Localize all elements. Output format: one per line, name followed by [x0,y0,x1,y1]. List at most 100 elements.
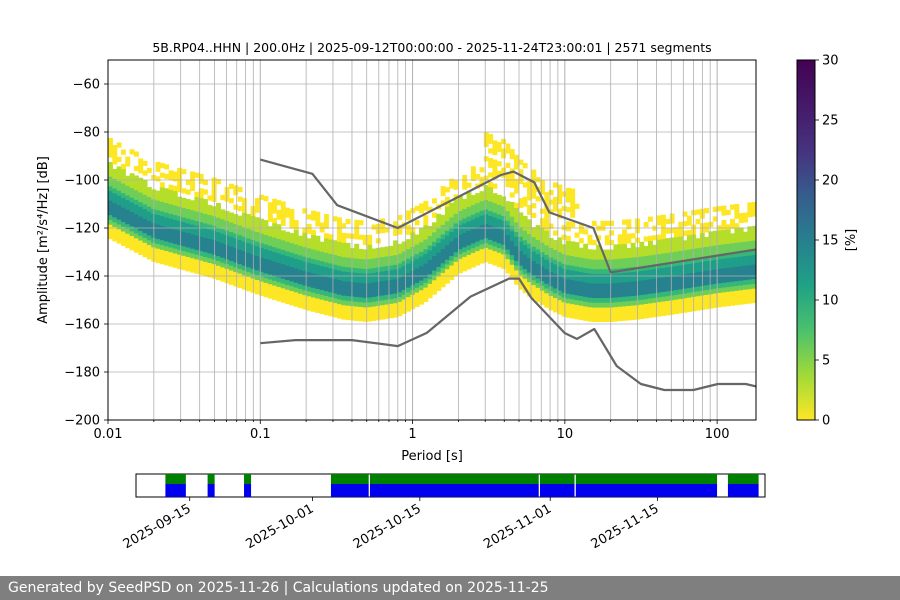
heatmap-cell [142,204,148,210]
heatmap-cell [457,220,463,226]
heatmap-cell [686,230,692,236]
heatmap-cell [367,258,373,264]
heatmap-cell [285,231,291,237]
heatmap-cell [561,287,567,293]
heatmap-cell [401,275,407,281]
heatmap-cell [328,282,334,288]
heatmap-cell [302,294,308,300]
heatmap-cell [496,228,502,234]
heatmap-cell [190,267,195,273]
heatmap-cell [276,248,282,254]
heatmap-cell [181,202,187,208]
heatmap-cell [730,262,735,268]
psd-availability-bar [539,474,575,484]
heatmap-cell [604,268,610,274]
heatmap-cell [552,196,558,203]
heatmap-cell [656,272,662,279]
heatmap-cell [470,171,476,177]
heatmap-cell [138,201,144,207]
heatmap-cell [423,272,429,279]
heatmap-cell [552,268,558,275]
y-tick-label: −140 [64,270,100,285]
heatmap-cell [660,233,666,240]
heatmap-cell [496,170,502,176]
heatmap-cell [112,183,118,189]
heatmap-cell [730,223,735,229]
heatmap-cell [280,206,286,212]
heatmap-cell [332,288,338,294]
heatmap-cell [406,210,411,216]
heatmap-cell [600,292,606,298]
heatmap-cell [527,257,532,263]
heatmap-cell [665,290,671,297]
heatmap-cell [548,199,554,205]
heatmap-cell [522,230,528,236]
heatmap-cell [734,228,740,234]
heatmap-cell [345,300,351,306]
heatmap-cell [660,277,666,283]
heatmap-cell [708,298,714,304]
heatmap-cell [673,308,679,315]
heatmap-cell [686,278,692,284]
heatmap-cell [678,231,684,237]
heatmap-cell [254,222,260,228]
heatmap-cell [280,254,286,260]
heatmap-cell [285,294,291,300]
heatmap-cell [514,178,519,184]
heatmap-cell [393,273,399,280]
heatmap-cell [544,216,550,222]
heatmap-cell [721,224,727,230]
heatmap-cell [375,228,381,234]
heatmap-cell [185,242,191,248]
heatmap-cell [190,209,195,216]
heatmap-cell [531,270,537,276]
heatmap-cell [557,270,563,277]
heatmap-cell [734,237,740,243]
heatmap-cell [129,197,135,203]
heatmap-cell [712,240,718,246]
heatmap-cell [626,262,632,268]
heatmap-cell [427,283,433,289]
heatmap-cell [237,263,243,269]
heatmap-cell [617,315,623,322]
heatmap-cell [751,273,756,280]
heatmap-cell [656,263,662,269]
heatmap-cell [397,253,403,259]
heatmap-cell [354,306,360,312]
heatmap-cell [565,250,571,256]
heatmap-cell [263,263,269,269]
heatmap-cell [172,209,178,216]
heatmap-cell [587,287,593,293]
heatmap-cell [246,228,252,234]
heatmap-cell [324,305,329,311]
heatmap-cell [656,239,662,245]
heatmap-cell [643,284,649,290]
heatmap-cell [298,269,303,275]
heatmap-cell [423,229,429,235]
heatmap-cell [488,249,494,255]
heatmap-cell [259,285,265,292]
heatmap-cell [557,256,563,262]
heatmap-cell [565,245,571,251]
heatmap-cell [328,306,334,312]
heatmap-cell [237,196,243,202]
heatmap-cell [427,278,433,284]
heatmap-cell [600,283,606,289]
heatmap-cell [587,311,593,317]
heatmap-cell [501,249,507,255]
heatmap-cell [414,244,420,250]
heatmap-cell [561,263,567,269]
heatmap-cell [155,219,161,225]
heatmap-cell [622,301,627,307]
heatmap-cell [496,142,502,148]
heatmap-cell [302,275,308,281]
heatmap-cell [557,198,563,205]
heatmap-cell [120,168,126,174]
heatmap-cell [177,196,183,202]
heatmap-cell [172,253,178,259]
heatmap-cell [505,148,511,154]
heatmap-cell [648,307,653,313]
timeline-date-ticks: 2025-09-15 2025-10-01 2025-10-15 2025-11-01… [121,497,662,552]
heatmap-cell [488,181,494,188]
heatmap-cell [531,183,537,190]
